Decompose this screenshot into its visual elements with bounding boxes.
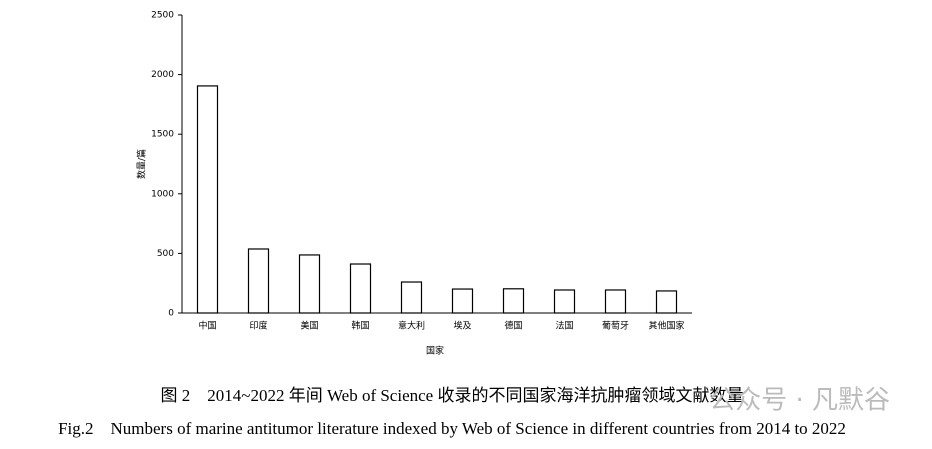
bar xyxy=(196,85,219,314)
y-tick-label: 1500 xyxy=(151,130,174,140)
x-tick-label: 中国 xyxy=(198,320,216,332)
bar xyxy=(349,263,372,314)
bar xyxy=(400,281,423,314)
y-tick-label: 2500 xyxy=(151,11,174,21)
x-tick-label: 韩国 xyxy=(351,320,369,332)
caption-en: Fig.2 Numbers of marine antitumor litera… xyxy=(58,419,846,438)
bar xyxy=(298,254,321,314)
bar xyxy=(247,248,270,314)
x-tick-label: 印度 xyxy=(249,320,267,332)
x-tick-label: 葡萄牙 xyxy=(602,320,629,332)
y-tick-label: 1000 xyxy=(151,189,174,199)
bar xyxy=(451,288,474,314)
caption-cn: 图 2 2014~2022 年间 Web of Science 收录的不同国家海… xyxy=(161,386,744,405)
watermark: 公众号 · 凡默谷 xyxy=(709,386,890,416)
x-tick-label: 埃及 xyxy=(453,320,471,332)
y-axis-label: 数量/篇 xyxy=(136,149,148,179)
y-tick-label: 2000 xyxy=(151,70,174,80)
bar xyxy=(553,289,576,314)
x-tick-label: 法国 xyxy=(555,320,573,332)
y-tick-label: 0 xyxy=(168,309,174,319)
bar xyxy=(655,290,678,314)
bar xyxy=(604,289,627,314)
x-tick-label: 其他国家 xyxy=(648,320,684,332)
x-axis-label: 国家 xyxy=(426,345,444,357)
bar xyxy=(502,288,525,314)
x-tick-label: 美国 xyxy=(300,320,318,332)
y-tick-label: 500 xyxy=(157,249,174,259)
x-tick-label: 德国 xyxy=(504,320,522,332)
x-tick-label: 意大利 xyxy=(398,320,425,332)
